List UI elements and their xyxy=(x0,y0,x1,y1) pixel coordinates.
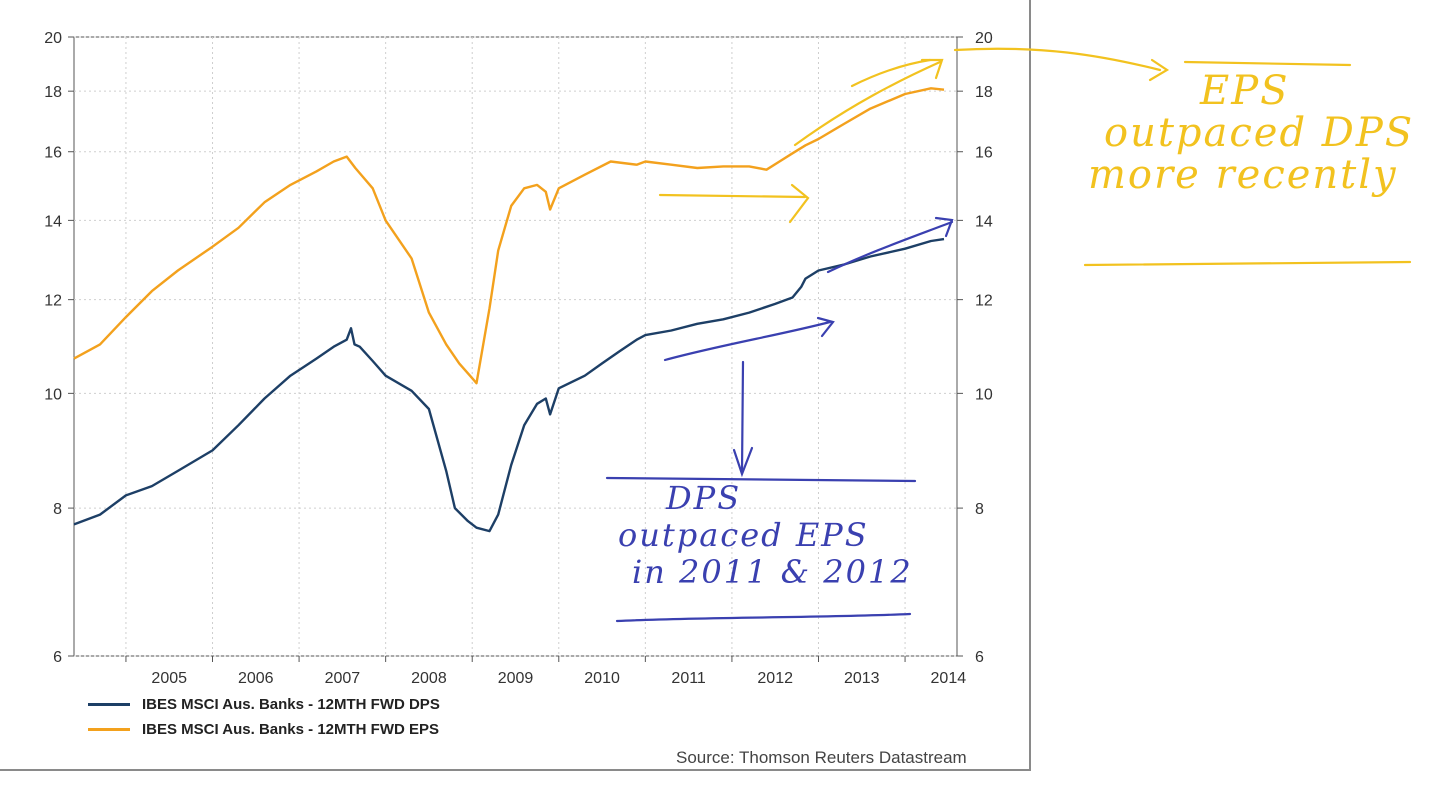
eps-note-underline xyxy=(1083,260,1412,267)
legend-swatch-dps xyxy=(88,703,130,706)
legend-label-dps: IBES MSCI Aus. Banks - 12MTH FWD DPS xyxy=(142,696,440,713)
y-tick-label-right: 20 xyxy=(975,30,993,47)
x-tick-label: 2010 xyxy=(584,670,620,687)
eps-note-line-1: EPS xyxy=(1200,68,1290,114)
x-tick-label: 2005 xyxy=(151,670,187,687)
chart-frame: 6 6 8 8 10 10 12 12 14 14 16 16 18 18 20 20 2005 2006 2007… xyxy=(0,0,1031,771)
dps-note-line-2: outpaced EPS xyxy=(618,515,869,554)
x-tick-label: 2006 xyxy=(238,670,274,687)
x-tick-label: 2012 xyxy=(757,670,793,687)
eps-note: EPS outpaced DPS more recently xyxy=(1088,68,1414,196)
legend-label-eps: IBES MSCI Aus. Banks - 12MTH FWD EPS xyxy=(142,721,439,738)
y-tick-label-left: 6 xyxy=(53,649,62,666)
y-tick-label-right: 10 xyxy=(975,386,993,403)
legend-item-eps: IBES MSCI Aus. Banks - 12MTH FWD EPS xyxy=(88,721,439,738)
legend-swatch-eps xyxy=(88,728,130,731)
y-tick-label-right: 8 xyxy=(975,501,984,518)
y-tick-label-left: 18 xyxy=(44,84,62,101)
x-tick-label: 2014 xyxy=(931,670,967,687)
y-tick-label-right: 16 xyxy=(975,145,993,162)
eps-note-overline xyxy=(1183,60,1352,67)
dps-note-line-3: in 2011 & 2012 xyxy=(632,552,913,591)
eps-arrow-to-note-head xyxy=(1148,58,1170,82)
x-tick-label: 2007 xyxy=(325,670,361,687)
x-tick-label: 2009 xyxy=(498,670,534,687)
y-tick-label-right: 14 xyxy=(975,213,993,230)
dps-note: DPS outpaced EPS in 2011 & 2012 xyxy=(618,480,913,590)
x-tick-label: 2013 xyxy=(844,670,880,687)
y-tick-label-left: 16 xyxy=(44,145,62,162)
y-tick-label-right: 6 xyxy=(975,649,984,666)
y-tick-label-right: 12 xyxy=(975,293,993,310)
y-tick-label-left: 20 xyxy=(44,30,62,47)
y-tick-label-left: 12 xyxy=(44,293,62,310)
y-tick-label-left: 8 xyxy=(53,501,62,518)
y-tick-label-right: 18 xyxy=(975,84,993,101)
dps-note-line-1: DPS xyxy=(666,479,742,517)
legend-item-dps: IBES MSCI Aus. Banks - 12MTH FWD DPS xyxy=(88,696,440,713)
x-tick-label: 2011 xyxy=(671,670,706,687)
eps-note-line-3: more recently xyxy=(1088,152,1398,198)
y-tick-label-left: 14 xyxy=(44,213,62,230)
eps-note-line-2: outpaced DPS xyxy=(1104,110,1415,156)
source-note: Source: Thomson Reuters Datastream xyxy=(676,748,967,767)
x-tick-label: 2008 xyxy=(411,670,447,687)
line-chart: 6 6 8 8 10 10 12 12 14 14 16 16 18 18 20 20 2005 2006 2007… xyxy=(44,30,993,687)
series-line-eps xyxy=(73,87,945,385)
series-line-dps xyxy=(73,237,945,533)
y-tick-label-left: 10 xyxy=(44,386,62,403)
